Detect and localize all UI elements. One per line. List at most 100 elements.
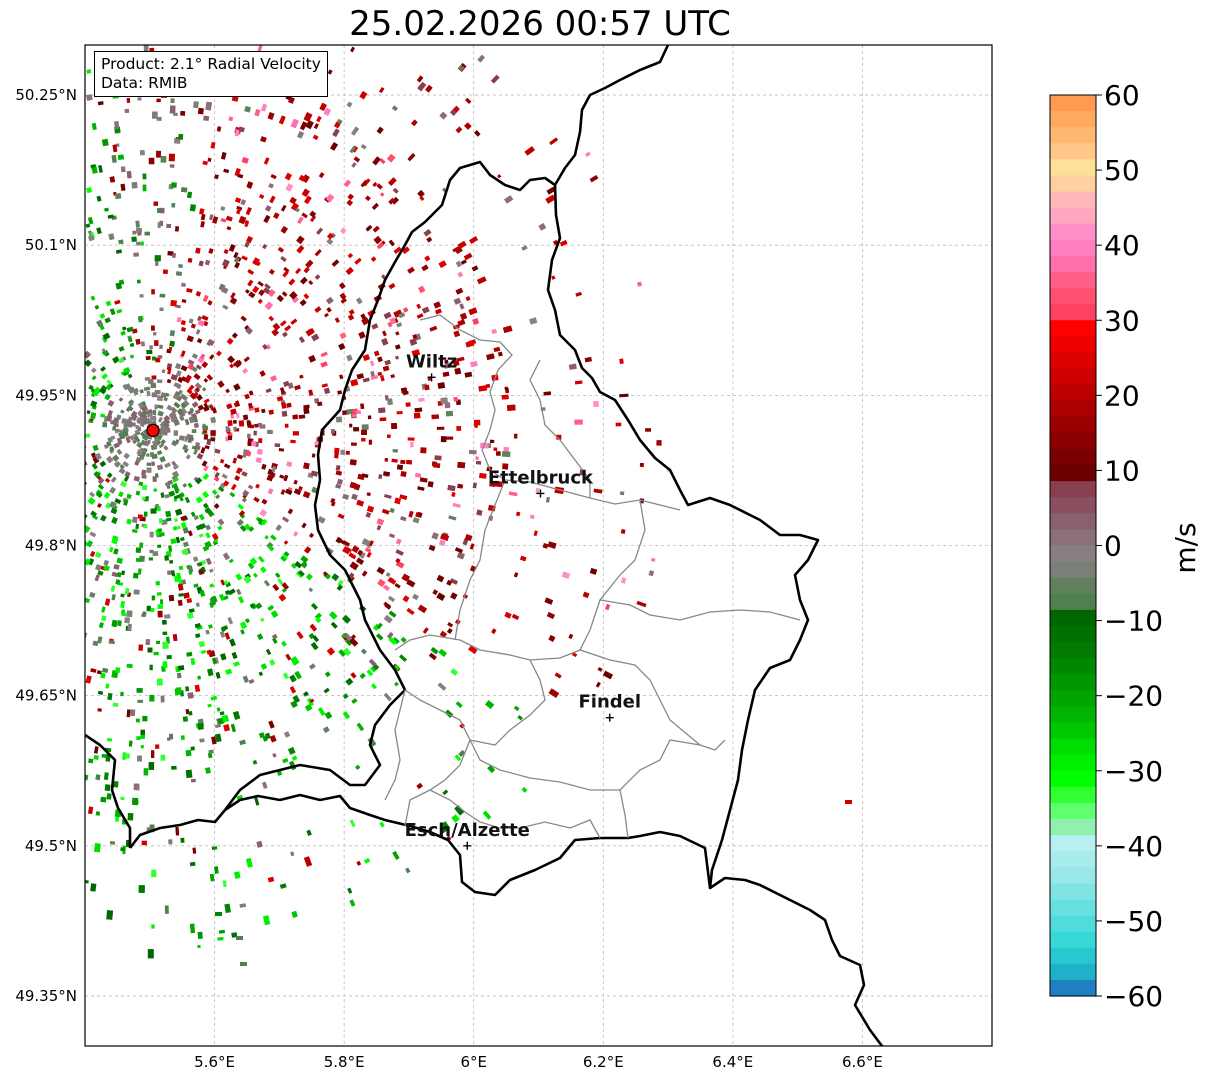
echo-bin: [372, 156, 381, 166]
radar-site-marker: [146, 423, 160, 437]
echo-bin: [85, 880, 89, 884]
echo-bin: [258, 732, 265, 739]
echo-bin: [579, 469, 586, 476]
echo-bin: [103, 772, 109, 780]
echo-bin: [263, 157, 270, 165]
echo-bin: [180, 110, 186, 116]
echo-bin: [233, 419, 237, 424]
echo-bin: [559, 240, 568, 247]
echo-bin: [228, 558, 234, 564]
lat-tick-label: 49.5°N: [25, 837, 77, 855]
colorbar-band: [1050, 271, 1096, 289]
echo-bin: [368, 540, 374, 547]
echo-bin: [417, 486, 425, 491]
echo-bin: [361, 429, 367, 435]
echo-bin: [359, 672, 366, 680]
echo-bin: [85, 675, 92, 684]
echo-bin: [261, 408, 266, 414]
echo-bin: [395, 355, 400, 360]
colorbar-tick-label: −20: [1104, 680, 1163, 713]
echo-bin: [141, 405, 149, 412]
echo-bin: [264, 301, 274, 311]
map-frame: [84, 44, 993, 1047]
echo-bin: [151, 869, 157, 878]
echo-bin: [98, 622, 104, 629]
echo-bin: [140, 341, 146, 347]
echo-bin: [245, 450, 252, 457]
echo-bin: [161, 519, 168, 526]
echo-bin: [175, 363, 182, 370]
echo-bin: [197, 944, 201, 949]
echo-bin: [298, 485, 303, 491]
echo-bin: [199, 523, 207, 530]
echo-bin: [274, 443, 281, 448]
colorbar-band: [1050, 915, 1096, 933]
echo-bin: [248, 484, 254, 490]
echo-bin: [205, 101, 212, 111]
echo-bin: [187, 692, 194, 699]
echo-bin: [195, 329, 201, 335]
echo-bin: [98, 164, 103, 173]
echo-bin: [410, 441, 414, 448]
echo-bin: [144, 231, 150, 236]
echo-bin: [329, 611, 338, 620]
echo-bin: [620, 577, 627, 584]
echo-bin: [151, 375, 157, 380]
echo-bin: [293, 488, 302, 496]
colorbar-bands: [1050, 95, 1096, 997]
echo-bin: [246, 858, 253, 868]
echo-bin: [411, 349, 421, 357]
echo-bin: [464, 122, 472, 130]
echo-bin: [136, 736, 141, 740]
echo-bin: [282, 270, 289, 278]
echo-bin: [334, 452, 339, 459]
echo-bin: [451, 492, 456, 498]
echo-bin: [364, 858, 371, 864]
echo-bin: [163, 396, 168, 402]
echo-bin: [151, 325, 155, 331]
echo-bin: [161, 369, 166, 374]
echo-bin: [189, 861, 196, 867]
echo-bin: [175, 687, 182, 694]
echo-bin: [85, 359, 92, 367]
echo-bin: [405, 867, 411, 874]
echo-bin: [142, 484, 148, 491]
echo-bin: [87, 497, 96, 505]
echo-bin: [464, 371, 473, 378]
echo-bin: [173, 494, 181, 500]
echo-bin: [323, 107, 332, 116]
echo-bin: [341, 633, 347, 639]
echo-bin: [128, 402, 134, 407]
echo-bin: [147, 647, 153, 653]
echo-bin: [279, 883, 287, 889]
echo-bin: [351, 493, 358, 501]
echo-bin: [247, 269, 254, 275]
echo-bin: [143, 524, 148, 529]
echo-bin: [433, 301, 442, 309]
echo-bin: [211, 532, 219, 541]
echo-bin: [615, 422, 622, 427]
echo-bin: [146, 462, 152, 466]
lat-tick-label: 49.65°N: [15, 687, 77, 705]
echo-bin: [191, 353, 199, 360]
echo-bin: [192, 847, 197, 854]
echo-bin: [303, 462, 310, 470]
echo-bin: [292, 694, 301, 704]
echo-bin: [137, 316, 143, 323]
echo-bin: [324, 671, 331, 678]
echo-bin: [115, 249, 123, 254]
echo-bin: [202, 473, 210, 481]
echo-bin: [100, 796, 107, 803]
echo-bin: [164, 462, 171, 469]
colorbar-band: [1050, 207, 1096, 225]
echo-bin: [355, 764, 361, 770]
echo-bin: [257, 422, 263, 428]
echo-bin: [200, 566, 207, 573]
echo-bin: [162, 641, 169, 649]
echo-bin: [151, 289, 155, 295]
echo-bin: [281, 516, 290, 523]
echo-bin: [244, 241, 250, 248]
echo-bin: [424, 384, 430, 391]
echo-bin: [270, 610, 279, 619]
echo-bin: [203, 115, 210, 122]
